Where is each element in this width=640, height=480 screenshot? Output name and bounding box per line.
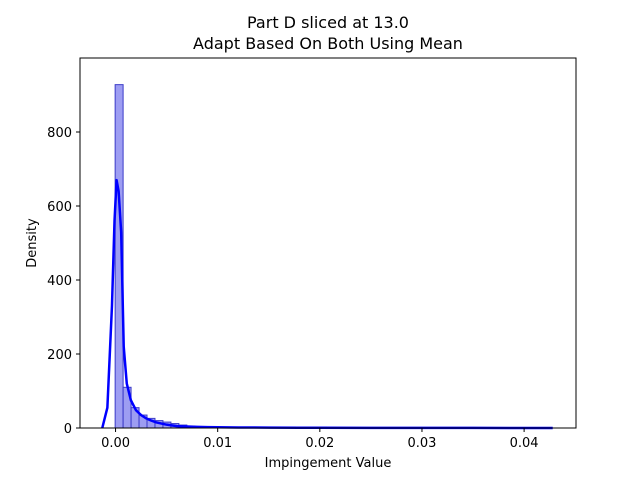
y-axis-label: Density [25, 218, 40, 268]
x-tick-label: 0.04 [510, 436, 539, 451]
x-axis-label: Impingement Value [265, 456, 392, 471]
kde-curve-group [101, 178, 553, 430]
kde-line [101, 178, 553, 430]
chart-title-line1: Part D sliced at 13.0 [247, 13, 409, 32]
y-tick-label: 200 [47, 348, 72, 363]
y-tick-label: 0 [64, 422, 72, 437]
chart-title-line2: Adapt Based On Both Using Mean [193, 34, 463, 53]
x-tick-label: 0.00 [101, 436, 130, 451]
histogram-bars [114, 84, 546, 429]
x-axis-ticks: 0.00 0.01 0.02 0.03 0.04 [101, 428, 539, 451]
y-tick-label: 800 [47, 126, 72, 141]
x-tick-label: 0.02 [305, 436, 334, 451]
x-tick-label: 0.01 [203, 436, 232, 451]
plot-area-frame [79, 57, 577, 429]
y-tick-label: 400 [47, 274, 72, 289]
y-tick-label: 600 [47, 200, 72, 215]
y-axis-ticks: 0 200 400 600 800 [47, 126, 80, 437]
x-tick-label: 0.03 [407, 436, 436, 451]
